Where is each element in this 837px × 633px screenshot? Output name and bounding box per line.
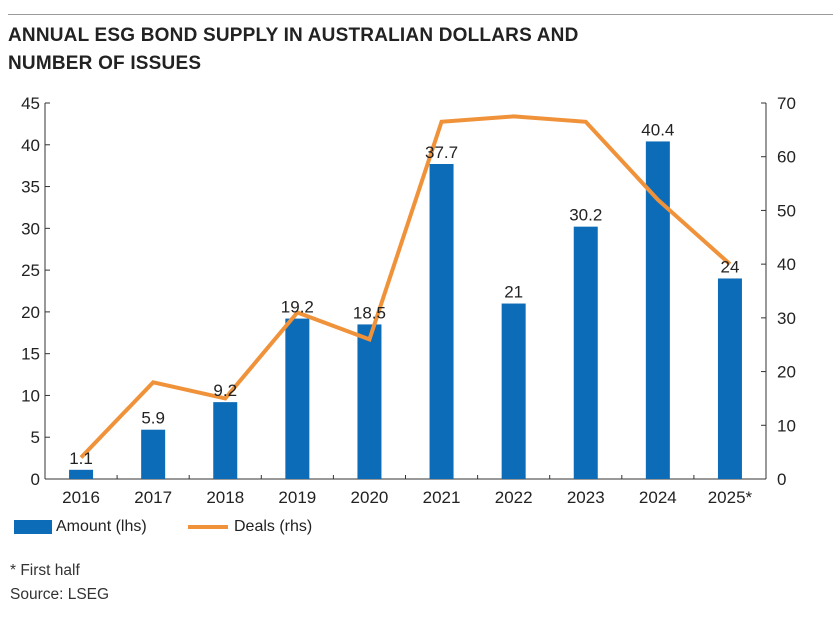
- bar-value-label: 1.1: [69, 449, 93, 468]
- left-axis-tick-label: 0: [31, 470, 40, 489]
- x-axis-tick-label: 2016: [62, 488, 100, 507]
- legend-line-swatch: [188, 525, 228, 529]
- x-axis-tick-label: 2021: [423, 488, 461, 507]
- x-axis-tick-label: 2025*: [708, 488, 753, 507]
- bar: [69, 469, 94, 479]
- legend-item-amount: Amount (lhs): [14, 518, 147, 536]
- source-note: Source: LSEG: [10, 586, 110, 603]
- left-axis-tick-label: 5: [31, 428, 40, 447]
- x-axis-tick-label: 2024: [639, 488, 677, 507]
- legend-label-amount: Amount (lhs): [56, 518, 147, 535]
- left-axis-tick-label: 30: [21, 219, 40, 238]
- right-axis-tick-label: 30: [777, 309, 796, 328]
- x-axis-tick-label: 2020: [351, 488, 389, 507]
- bar-value-label: 24: [720, 257, 739, 276]
- bar-value-label: 19.2: [281, 298, 314, 317]
- bar-value-label: 37.7: [425, 143, 458, 162]
- x-axis-tick-label: 2023: [567, 488, 605, 507]
- left-axis-tick-label: 45: [21, 94, 40, 113]
- deals-line: [79, 114, 732, 459]
- right-axis-tick-label: 0: [777, 470, 786, 489]
- right-axis-tick-label: 70: [777, 94, 796, 113]
- bar: [429, 163, 454, 480]
- legend-bar-swatch: [14, 520, 52, 534]
- x-axis-tick-label: 2018: [206, 488, 244, 507]
- right-axis-tick-label: 20: [777, 363, 796, 382]
- x-axis-tick-label: 2022: [495, 488, 533, 507]
- bar: [213, 402, 238, 479]
- bar: [717, 278, 742, 479]
- right-axis-tick-label: 10: [777, 416, 796, 435]
- bar: [573, 226, 598, 479]
- legend-label-deals: Deals (rhs): [234, 518, 313, 535]
- left-axis-tick-label: 25: [21, 261, 40, 280]
- bar-value-label: 9.2: [213, 381, 237, 400]
- left-axis-tick-label: 35: [21, 178, 40, 197]
- bar-value-label: 21: [504, 283, 523, 302]
- bar: [285, 318, 310, 479]
- bar: [357, 324, 382, 479]
- right-axis-tick-label: 40: [777, 255, 796, 274]
- bar: [501, 303, 526, 479]
- left-axis-tick-label: 40: [21, 136, 40, 155]
- right-axis-tick-label: 60: [777, 148, 796, 167]
- legend-item-deals: Deals (rhs): [188, 518, 312, 536]
- x-axis-tick-label: 2017: [134, 488, 172, 507]
- bar: [141, 429, 166, 479]
- footnote: * First half: [10, 562, 80, 579]
- left-axis-tick-label: 10: [21, 386, 40, 405]
- bar-value-label: 18.5: [353, 303, 386, 322]
- chart-title: ANNUAL ESG BOND SUPPLY IN AUSTRALIAN DOL…: [8, 25, 579, 74]
- bar-value-label: 30.2: [569, 206, 602, 225]
- left-axis-tick-label: 15: [21, 345, 40, 364]
- left-axis-tick-label: 20: [21, 303, 40, 322]
- right-axis-tick-label: 50: [777, 201, 796, 220]
- bar-value-label: 5.9: [141, 409, 165, 428]
- bar-value-label: 40.4: [641, 120, 674, 139]
- x-axis-tick-label: 2019: [278, 488, 316, 507]
- top-rule: [8, 14, 833, 15]
